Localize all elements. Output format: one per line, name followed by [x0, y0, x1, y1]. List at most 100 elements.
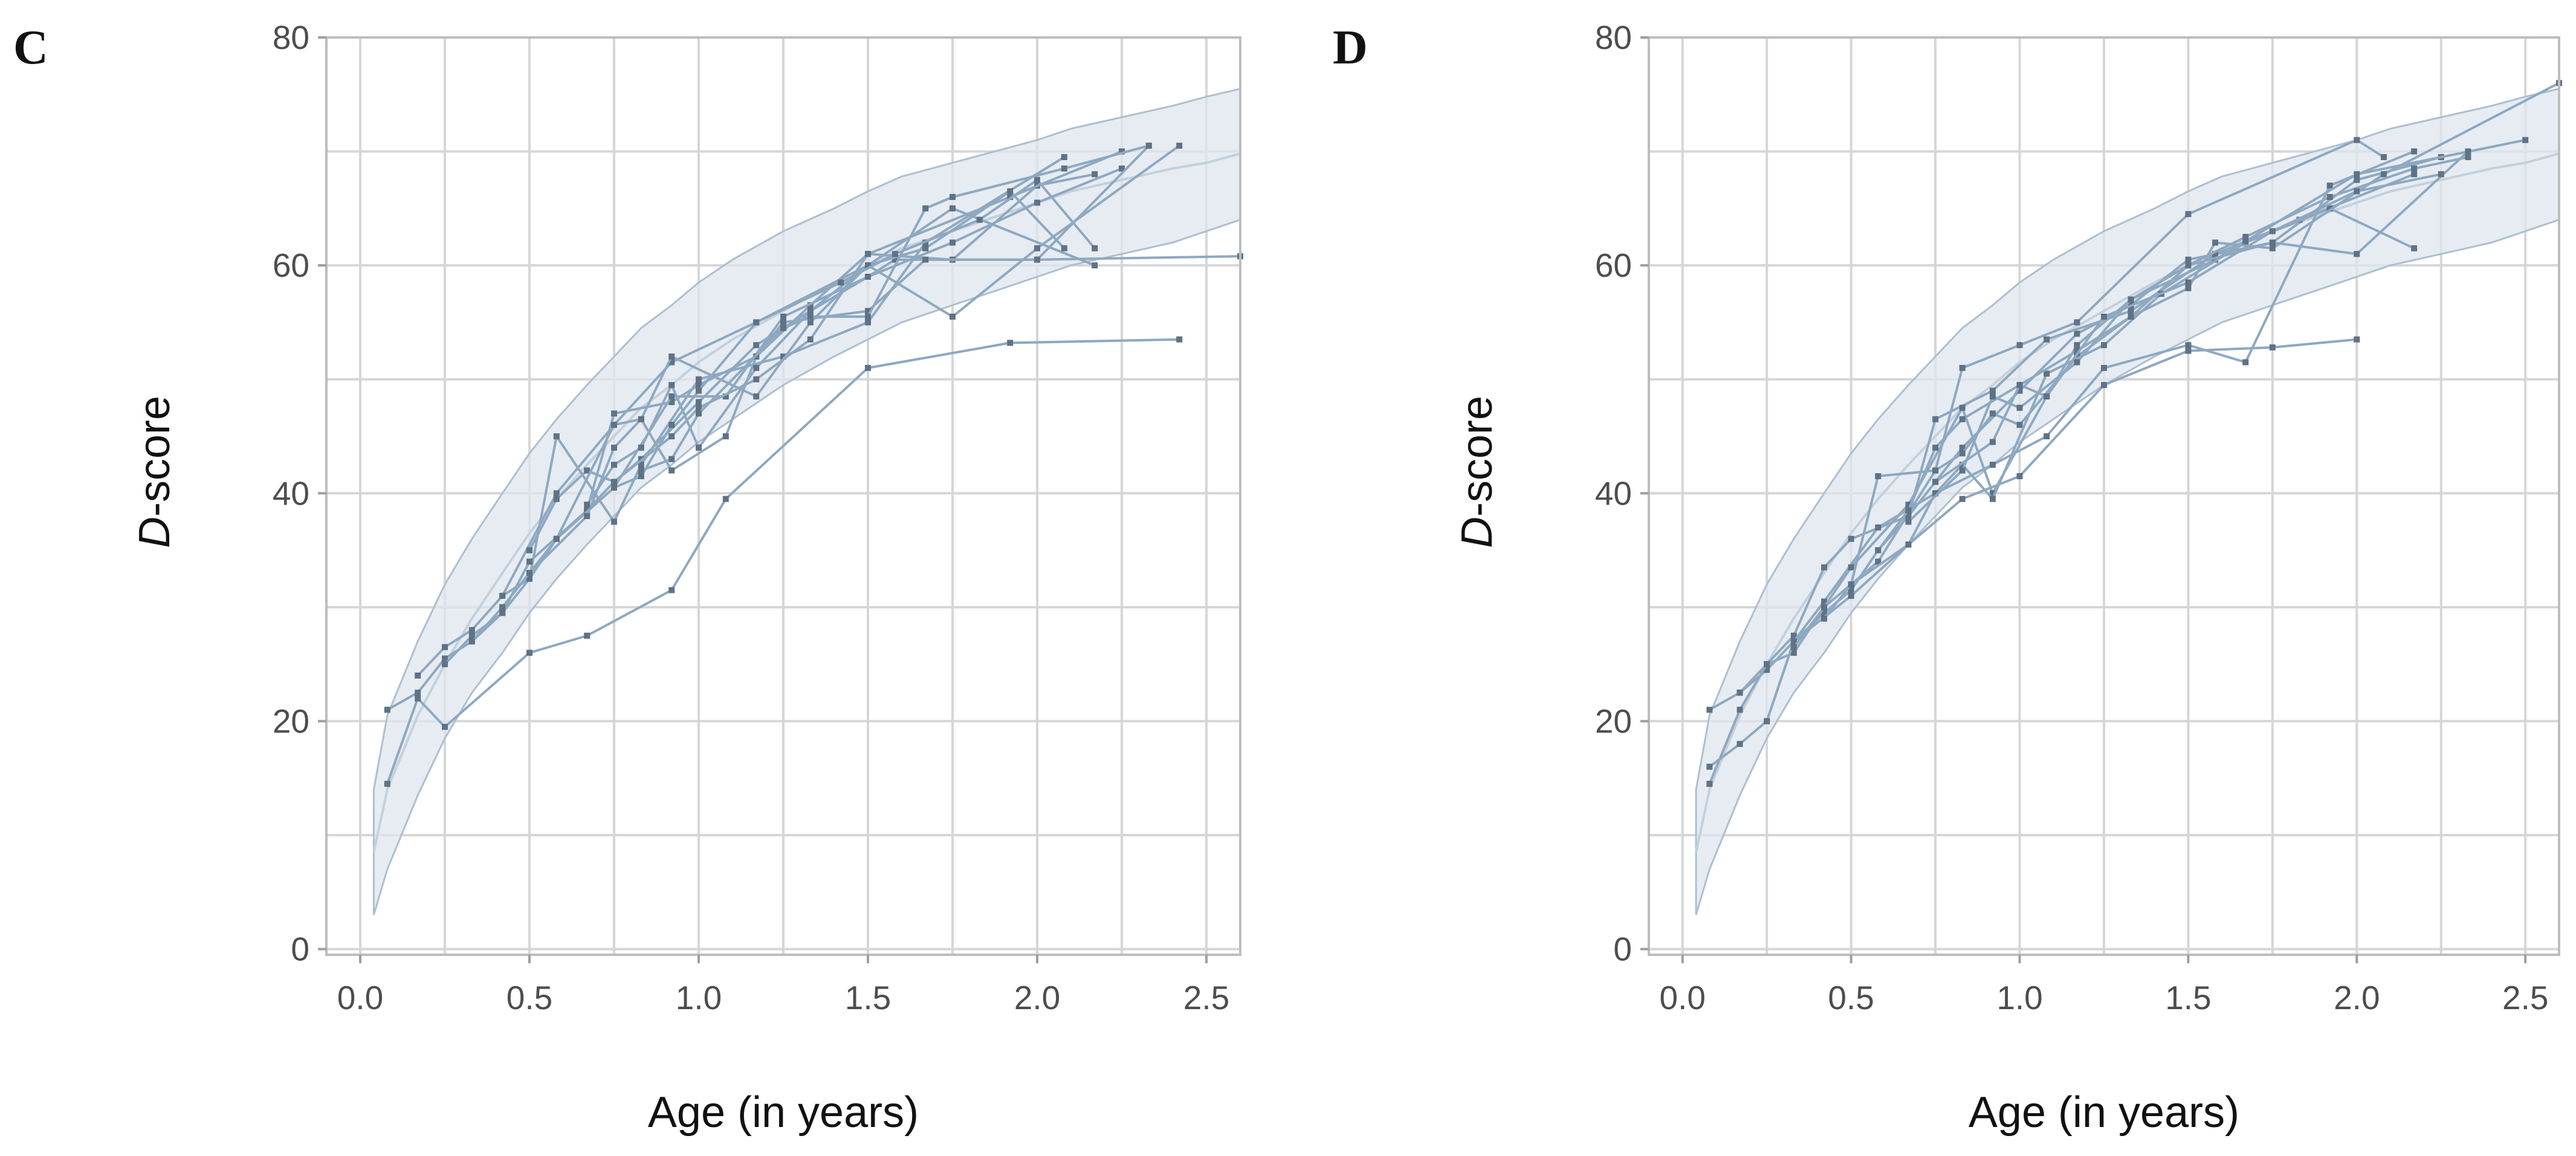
data-point [526, 558, 532, 565]
panel-c: C 0.0 0.5 1.0 1.5 2.0 2.5 0 20 40 60 80 Age (in ye… [13, 19, 1243, 1137]
data-point [2128, 314, 2134, 320]
data-point [668, 467, 675, 474]
data-point [2242, 234, 2249, 240]
x-tick-label: 2.5 [2502, 979, 2548, 1016]
trajectory-line-child-9 [1877, 82, 2560, 551]
data-point [696, 387, 702, 394]
data-point [1959, 496, 1966, 502]
data-point [415, 673, 421, 679]
data-point [2269, 245, 2276, 251]
data-point [780, 325, 786, 331]
data-point [384, 706, 390, 713]
reference-median-c [372, 152, 1241, 853]
data-point [2016, 422, 2023, 428]
data-point [2326, 194, 2333, 200]
data-point [2438, 171, 2444, 178]
data-point [611, 410, 617, 417]
data-point [1989, 490, 1996, 497]
data-point [753, 364, 760, 371]
data-point [553, 496, 560, 502]
data-point [922, 245, 929, 251]
trajectory-line-child-12 [641, 144, 1150, 472]
data-point [1706, 706, 1713, 713]
x-tick-label: 2.0 [1014, 979, 1060, 1016]
data-point [2044, 336, 2050, 343]
data-point [2016, 342, 2023, 349]
data-point [2354, 188, 2360, 195]
data-point [2354, 176, 2360, 183]
data-point [2354, 137, 2360, 143]
data-point [2074, 354, 2080, 360]
plot-frame-d [1648, 36, 2560, 956]
y-tick-label: 0 [1613, 931, 1632, 968]
data-point [638, 473, 644, 479]
data-point [415, 695, 421, 702]
x-tick-label: 0.5 [506, 979, 552, 1016]
data-point [1061, 245, 1067, 251]
data-point [1034, 199, 1040, 206]
data-point [1821, 604, 1828, 610]
data-point [1905, 513, 1912, 519]
data-point [2101, 314, 2107, 320]
data-point [468, 633, 475, 639]
data-point [807, 308, 814, 314]
data-point [807, 302, 814, 309]
data-point [1989, 410, 1996, 417]
x-tick-label: 2.5 [1183, 979, 1229, 1016]
tick-labels-c: 0.0 0.5 1.0 1.5 2.0 2.5 0 20 40 60 80 [273, 19, 1229, 1016]
data-point [2522, 137, 2529, 143]
x-axis-title-c: Age (in years) [648, 1088, 919, 1137]
data-point [1821, 598, 1828, 605]
plot-frame-c [325, 36, 1241, 956]
data-point [2326, 182, 2333, 189]
data-point [668, 456, 675, 462]
data-point [2411, 245, 2418, 251]
data-point [2354, 251, 2360, 257]
data-point [526, 547, 532, 554]
data-point [1736, 706, 1743, 713]
data-point [442, 644, 448, 650]
tick-labels-d: 0.0 0.5 1.0 1.5 2.0 2.5 0 20 40 60 80 [1595, 19, 2549, 1016]
data-point [2128, 308, 2134, 314]
data-point [1875, 473, 1882, 479]
data-point [976, 216, 983, 223]
data-point [950, 314, 956, 320]
data-point [2016, 473, 2023, 479]
data-point [2185, 342, 2192, 349]
data-point [1790, 638, 1797, 645]
y-axis-title-d: D-score [1453, 396, 1501, 548]
y-tick-label: 0 [291, 931, 309, 968]
data-point [1932, 444, 1939, 451]
data-point [1959, 462, 1966, 468]
data-point [638, 467, 644, 474]
data-point [1706, 781, 1713, 787]
data-point [2411, 171, 2418, 178]
data-point [1959, 364, 1966, 371]
data-point [1034, 256, 1040, 263]
data-point [1061, 165, 1067, 172]
y-tick-label: 80 [273, 19, 309, 56]
data-point [668, 422, 675, 428]
data-point [668, 354, 675, 360]
data-point [2354, 336, 2360, 343]
data-point [1989, 496, 1996, 502]
data-point [696, 399, 702, 405]
data-point [1821, 610, 1828, 616]
data-point [638, 444, 644, 451]
data-point [526, 575, 532, 582]
data-point [468, 627, 475, 633]
data-point [696, 404, 702, 411]
data-point [807, 336, 814, 343]
data-point [2269, 344, 2276, 350]
data-point [2101, 342, 2107, 349]
data-point [1034, 245, 1040, 251]
data-point [2044, 433, 2050, 439]
data-point [668, 359, 675, 366]
data-point [2465, 148, 2471, 155]
data-point [1959, 450, 1966, 457]
data-point [950, 194, 956, 200]
data-point [611, 422, 617, 428]
y-tick-label: 60 [1595, 247, 1632, 284]
data-point [2016, 387, 2023, 394]
data-point [2185, 347, 2192, 354]
